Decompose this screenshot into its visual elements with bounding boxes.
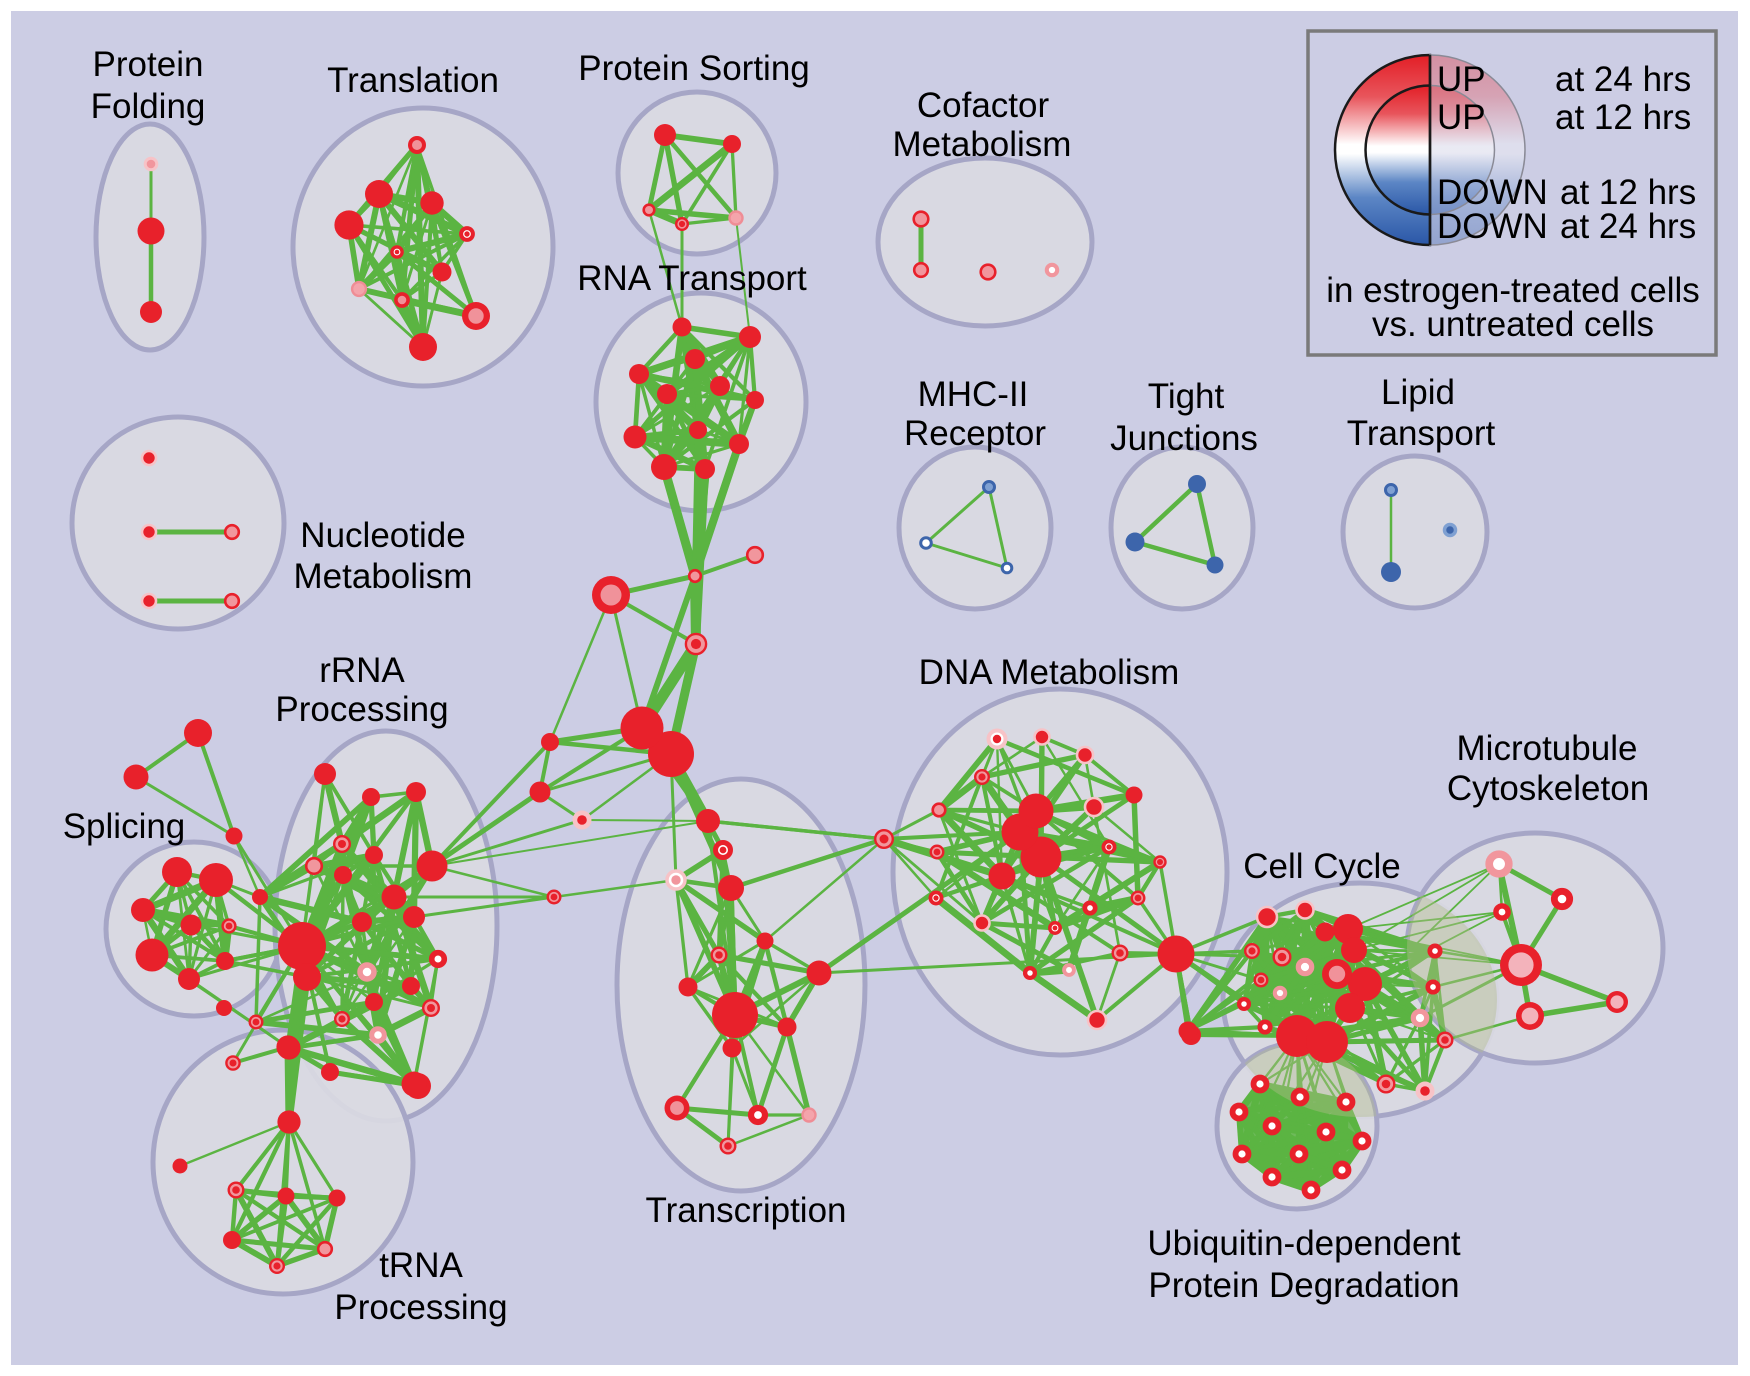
svg-text:Junctions: Junctions [1110,419,1258,458]
svg-text:Processing: Processing [275,690,448,729]
svg-text:at 12 hrs: at 12 hrs [1560,173,1696,212]
svg-text:Protein: Protein [93,45,204,84]
svg-text:DNA Metabolism: DNA Metabolism [919,653,1180,692]
svg-text:rRNA: rRNA [319,651,405,690]
svg-text:Receptor: Receptor [904,414,1046,453]
svg-text:Cofactor: Cofactor [917,86,1050,125]
svg-text:Tight: Tight [1148,377,1225,416]
svg-text:UP: UP [1437,60,1486,99]
svg-text:UP: UP [1437,98,1486,137]
svg-text:Protein Sorting: Protein Sorting [578,49,810,88]
svg-text:Splicing: Splicing [63,807,186,846]
svg-text:Transport: Transport [1347,414,1496,453]
svg-text:at 24 hrs: at 24 hrs [1560,207,1696,246]
svg-text:Nucleotide: Nucleotide [300,516,465,555]
svg-text:DOWN: DOWN [1437,207,1548,246]
svg-text:Transcription: Transcription [646,1191,847,1230]
svg-text:Translation: Translation [327,61,499,100]
svg-text:tRNA: tRNA [379,1246,463,1285]
svg-text:DOWN: DOWN [1437,173,1548,212]
svg-text:MHC-II: MHC-II [918,375,1029,414]
svg-text:Metabolism: Metabolism [893,125,1072,164]
svg-text:Protein Degradation: Protein Degradation [1148,1266,1459,1305]
svg-text:at 24 hrs: at 24 hrs [1555,60,1691,99]
svg-text:at 12 hrs: at 12 hrs [1555,98,1691,137]
svg-text:Cytoskeleton: Cytoskeleton [1447,769,1649,808]
svg-text:RNA Transport: RNA Transport [577,259,807,298]
svg-text:vs. untreated cells: vs. untreated cells [1372,305,1654,344]
svg-text:in estrogen-treated cells: in estrogen-treated cells [1326,271,1700,310]
svg-text:Microtubule: Microtubule [1457,729,1638,768]
svg-text:Processing: Processing [334,1288,507,1327]
svg-text:Folding: Folding [91,87,206,126]
svg-text:Metabolism: Metabolism [294,557,473,596]
svg-text:Lipid: Lipid [1381,373,1455,412]
svg-text:Cell Cycle: Cell Cycle [1243,847,1401,886]
svg-text:Ubiquitin-dependent: Ubiquitin-dependent [1147,1224,1461,1263]
